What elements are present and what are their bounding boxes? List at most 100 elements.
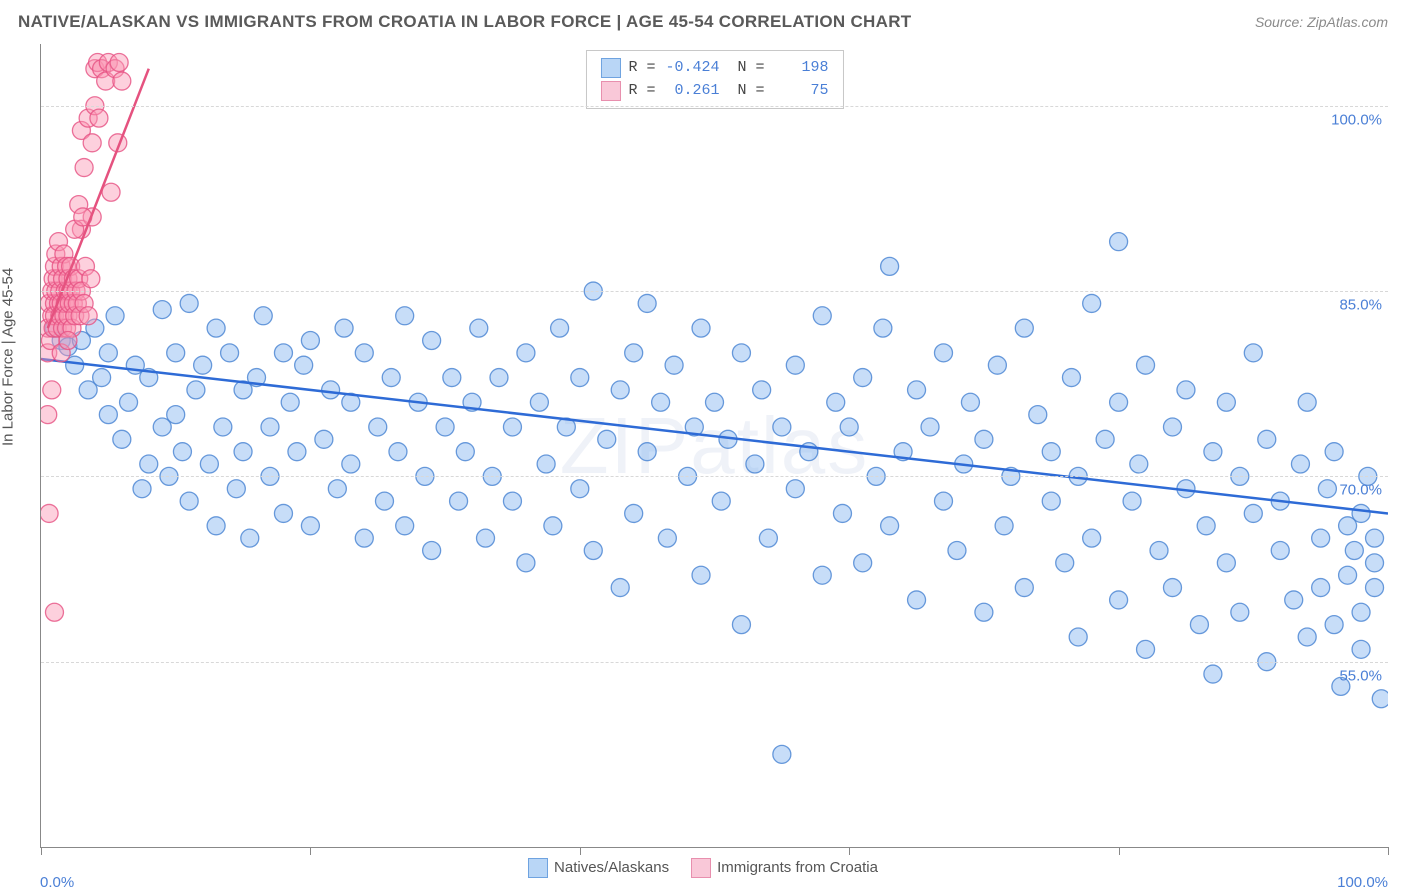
data-point	[598, 430, 616, 448]
chart-title: NATIVE/ALASKAN VS IMMIGRANTS FROM CROATI…	[18, 12, 911, 32]
data-point	[1372, 690, 1388, 708]
data-point	[625, 344, 643, 362]
data-point	[288, 443, 306, 461]
data-point	[241, 529, 259, 547]
data-point	[658, 529, 676, 547]
data-point	[43, 381, 61, 399]
data-point	[1325, 616, 1343, 634]
r-label: R =	[628, 80, 655, 103]
source-label: Source:	[1255, 14, 1307, 30]
data-point	[355, 529, 373, 547]
data-point	[82, 270, 100, 288]
n-label: N =	[738, 57, 765, 80]
data-point	[638, 294, 656, 312]
data-point	[544, 517, 562, 535]
data-point	[254, 307, 272, 325]
data-point	[1163, 418, 1181, 436]
data-point	[1042, 492, 1060, 510]
data-point	[342, 455, 360, 473]
data-point	[1190, 616, 1208, 634]
data-point	[551, 319, 569, 337]
data-point	[961, 393, 979, 411]
data-point	[389, 443, 407, 461]
data-point	[1110, 591, 1128, 609]
data-point	[45, 603, 63, 621]
data-point	[423, 542, 441, 560]
data-point	[1163, 579, 1181, 597]
data-point	[221, 344, 239, 362]
plot-area: ZIPatlas R =-0.424N =198R =0.261N =75 55…	[41, 44, 1388, 847]
y-tick-label: 85.0%	[1339, 297, 1382, 314]
data-point	[975, 430, 993, 448]
data-point	[1083, 529, 1101, 547]
data-point	[322, 381, 340, 399]
legend-swatch	[691, 858, 711, 878]
data-point	[625, 504, 643, 522]
data-point	[477, 529, 495, 547]
gridline	[41, 291, 1388, 292]
data-point	[934, 344, 952, 362]
data-point	[207, 517, 225, 535]
r-value: 0.261	[664, 80, 720, 103]
data-point	[571, 480, 589, 498]
data-point	[995, 517, 1013, 535]
legend-swatch	[528, 858, 548, 878]
data-point	[874, 319, 892, 337]
data-point	[712, 492, 730, 510]
data-point	[503, 418, 521, 436]
data-point	[988, 356, 1006, 374]
data-point	[833, 504, 851, 522]
gridline	[41, 662, 1388, 663]
data-point	[120, 393, 138, 411]
data-point	[934, 492, 952, 510]
data-point	[1197, 517, 1215, 535]
data-point	[83, 134, 101, 152]
data-point	[611, 381, 629, 399]
data-point	[41, 504, 58, 522]
data-point	[813, 307, 831, 325]
n-label: N =	[738, 80, 765, 103]
data-point	[665, 356, 683, 374]
correlation-legend: R =-0.424N =198R =0.261N =75	[585, 50, 843, 109]
data-point	[881, 257, 899, 275]
data-point	[786, 356, 804, 374]
legend-row: R =0.261N =75	[600, 80, 828, 103]
data-point	[827, 393, 845, 411]
data-point	[335, 319, 353, 337]
data-point	[1298, 628, 1316, 646]
data-point	[813, 566, 831, 584]
data-point	[200, 455, 218, 473]
x-tick	[849, 847, 850, 855]
data-point	[1271, 542, 1289, 560]
chart-source: Source: ZipAtlas.com	[1255, 14, 1388, 30]
data-point	[1015, 579, 1033, 597]
legend-label: Immigrants from Croatia	[717, 859, 878, 876]
data-point	[450, 492, 468, 510]
y-tick-label: 70.0%	[1339, 482, 1382, 499]
data-point	[180, 294, 198, 312]
x-tick	[310, 847, 311, 855]
data-point	[1312, 579, 1330, 597]
source-value: ZipAtlas.com	[1307, 14, 1388, 30]
data-point	[1366, 554, 1384, 572]
data-point	[1130, 455, 1148, 473]
data-point	[1244, 344, 1262, 362]
data-point	[1244, 504, 1262, 522]
data-point	[234, 443, 252, 461]
data-point	[652, 393, 670, 411]
data-point	[746, 455, 764, 473]
data-point	[113, 72, 131, 90]
legend-item: Natives/Alaskans	[528, 858, 669, 878]
data-point	[1056, 554, 1074, 572]
x-tick	[1119, 847, 1120, 855]
r-label: R =	[628, 57, 655, 80]
data-point	[1366, 579, 1384, 597]
data-point	[706, 393, 724, 411]
data-point	[214, 418, 232, 436]
data-point	[75, 159, 93, 177]
data-point	[113, 430, 131, 448]
data-point	[692, 319, 710, 337]
data-point	[908, 381, 926, 399]
data-point	[786, 480, 804, 498]
data-point	[436, 418, 454, 436]
